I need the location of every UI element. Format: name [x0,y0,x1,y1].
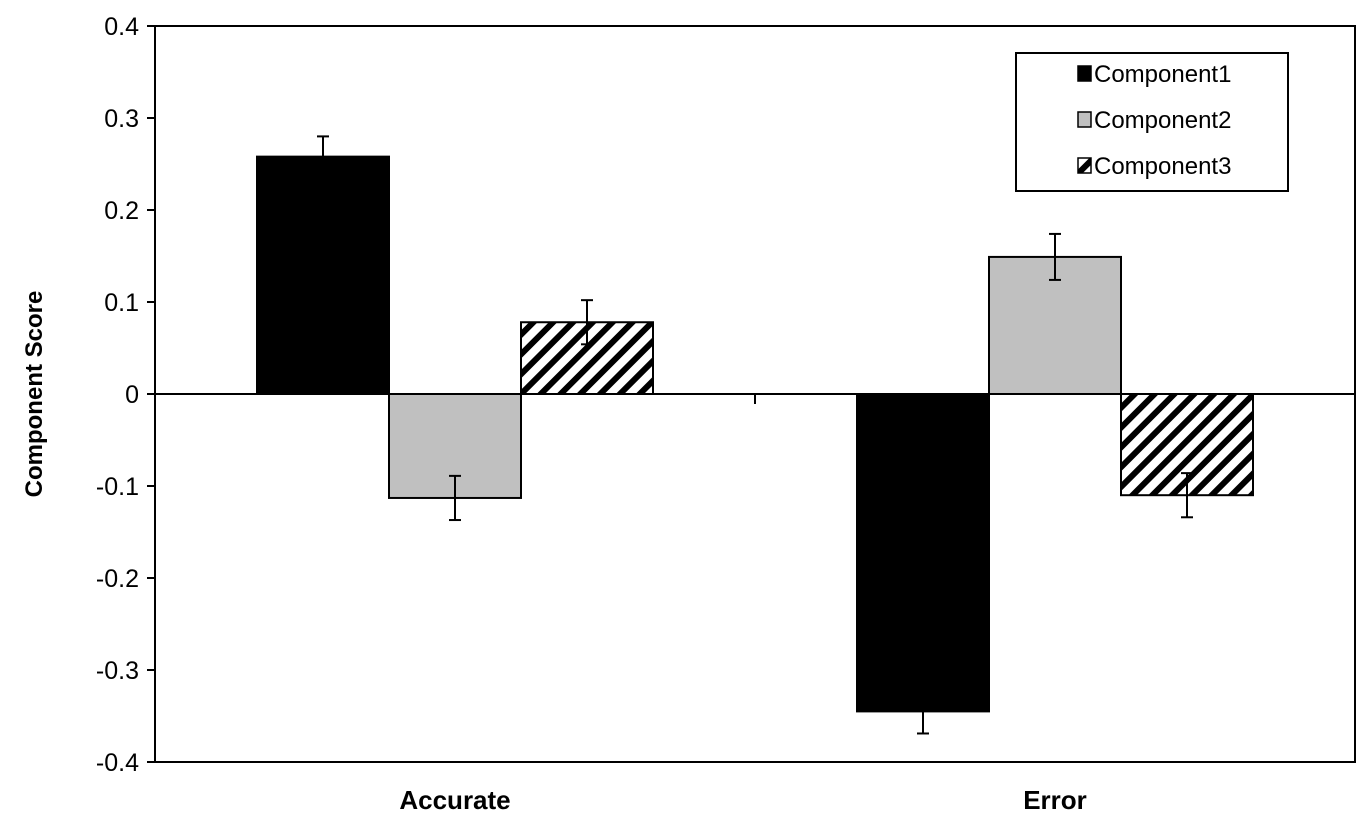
bar-component1-accurate [256,155,390,395]
legend-swatch [1077,65,1092,82]
bar-component1-error [856,393,990,713]
legend-label: Component3 [1094,153,1231,180]
legend-box [1015,52,1289,192]
y-tick-label: 0 [125,381,139,409]
x-category-label: Error [1023,785,1087,815]
y-axis-title: Component Score [21,291,48,498]
y-tick-label: -0.2 [96,565,139,593]
legend-swatch [1077,111,1092,128]
legend-swatch [1077,157,1092,174]
y-tick-label: 0.3 [104,105,139,133]
y-tick-label: -0.3 [96,657,139,685]
legend: Component1 Component2 Component3 [1015,52,1289,192]
y-tick-label: 0.2 [104,197,139,225]
y-tick-label: 0.4 [104,13,139,41]
y-tick-label: -0.4 [96,749,139,777]
legend-label: Component1 [1094,61,1231,88]
plot-area: -0.4 -0.3 -0.2 -0.1 0 0.1 0.2 0.3 0.4 Accurate Err… [96,13,1356,815]
y-tick-label: -0.1 [96,473,139,501]
y-tick-label: 0.1 [104,289,139,317]
x-category-label: Accurate [399,785,510,815]
legend-label: Component2 [1094,107,1231,134]
